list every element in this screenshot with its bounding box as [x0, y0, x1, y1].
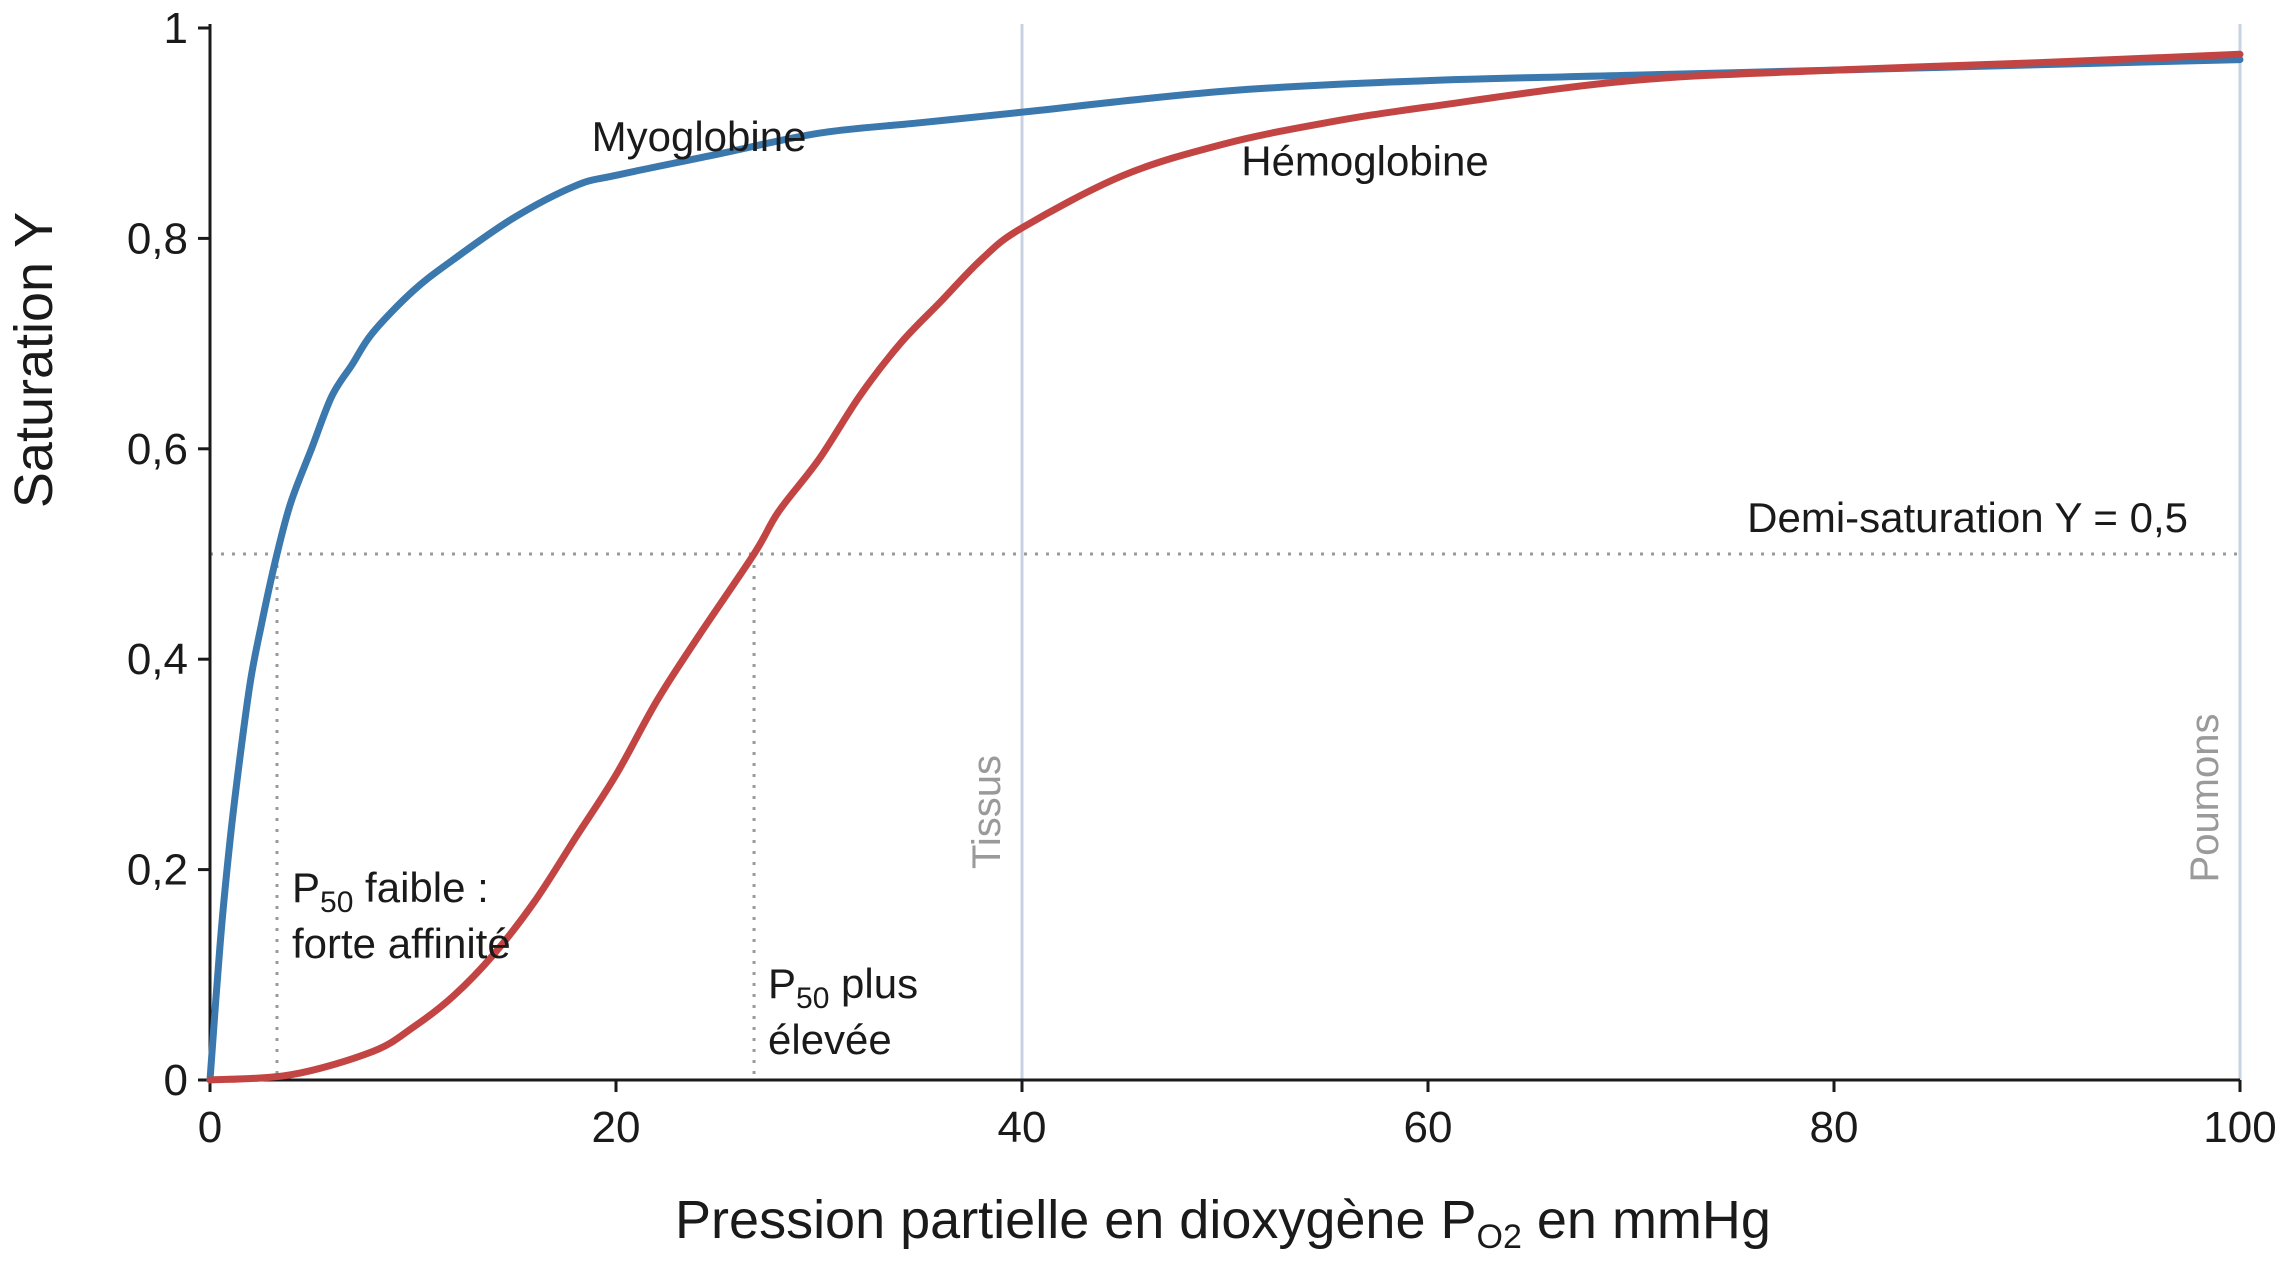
- annotations: Myoglobine Hémoglobine Demi-saturation Y =…: [292, 113, 2188, 1063]
- curve-myoglobine: [206, 56, 2244, 1084]
- y-tick-label-5: 1: [164, 4, 188, 53]
- reference-label-tissus: Tissus: [965, 755, 1009, 869]
- p50-label-0-line2: forte affinité: [292, 920, 511, 967]
- x-tick-label-0: 0: [198, 1103, 222, 1152]
- p50-label-0-line1: P50 faible :: [292, 864, 489, 919]
- x-tick-label-40: 40: [998, 1103, 1047, 1152]
- x-axis-title-subscript: O2: [1477, 1218, 1522, 1256]
- x-tick-label-100: 100: [2203, 1103, 2276, 1152]
- half-saturation-label: Demi-saturation Y = 0,5: [1747, 494, 2188, 541]
- series-label-0: Myoglobine: [592, 113, 807, 160]
- curve-hemoglobine: [206, 50, 2244, 1084]
- guide-lines: [210, 552, 2240, 1080]
- p50-symbol: P: [292, 864, 320, 911]
- x-tick-label-80: 80: [1810, 1103, 1859, 1152]
- x-tick-label-20: 20: [592, 1103, 641, 1152]
- p50-text: plus: [829, 960, 918, 1007]
- curves: [206, 50, 2244, 1084]
- y-tick-label-1: 0,2: [127, 846, 188, 895]
- x-axis-title-suffix: en mmHg: [1522, 1190, 1771, 1250]
- p50-label-1-line1: P50 plus: [768, 960, 918, 1015]
- p50-subscript: 50: [320, 886, 353, 919]
- y-tick-label-2: 0,4: [127, 635, 188, 684]
- x-axis-title-main: Pression partielle en dioxygène P: [675, 1190, 1476, 1250]
- y-tick-label-3: 0,6: [127, 425, 188, 474]
- x-tick-label-60: 60: [1404, 1103, 1453, 1152]
- y-axis-ticks: 0 0,2 0,4 0,6 0,8 1: [127, 4, 210, 1105]
- p50-label-1-line2: élevée: [768, 1016, 892, 1063]
- reference-lines: Tissus Poumons: [965, 24, 2242, 1080]
- reference-label-poumons: Poumons: [2183, 714, 2227, 883]
- y-tick-label-0: 0: [164, 1056, 188, 1105]
- y-axis-title: Saturation Y: [4, 212, 64, 508]
- y-tick-label-4: 0,8: [127, 214, 188, 263]
- p50-text: faible :: [353, 864, 488, 911]
- x-axis-title: Pression partielle en dioxygène PO2 en m…: [675, 1190, 1771, 1256]
- p50-symbol: P: [768, 960, 796, 1007]
- x-axis-ticks: 0 20 40 60 80 100: [198, 1080, 2277, 1152]
- series-label-1: Hémoglobine: [1241, 137, 1489, 184]
- axes: [208, 24, 2240, 1082]
- p50-subscript: 50: [796, 982, 829, 1015]
